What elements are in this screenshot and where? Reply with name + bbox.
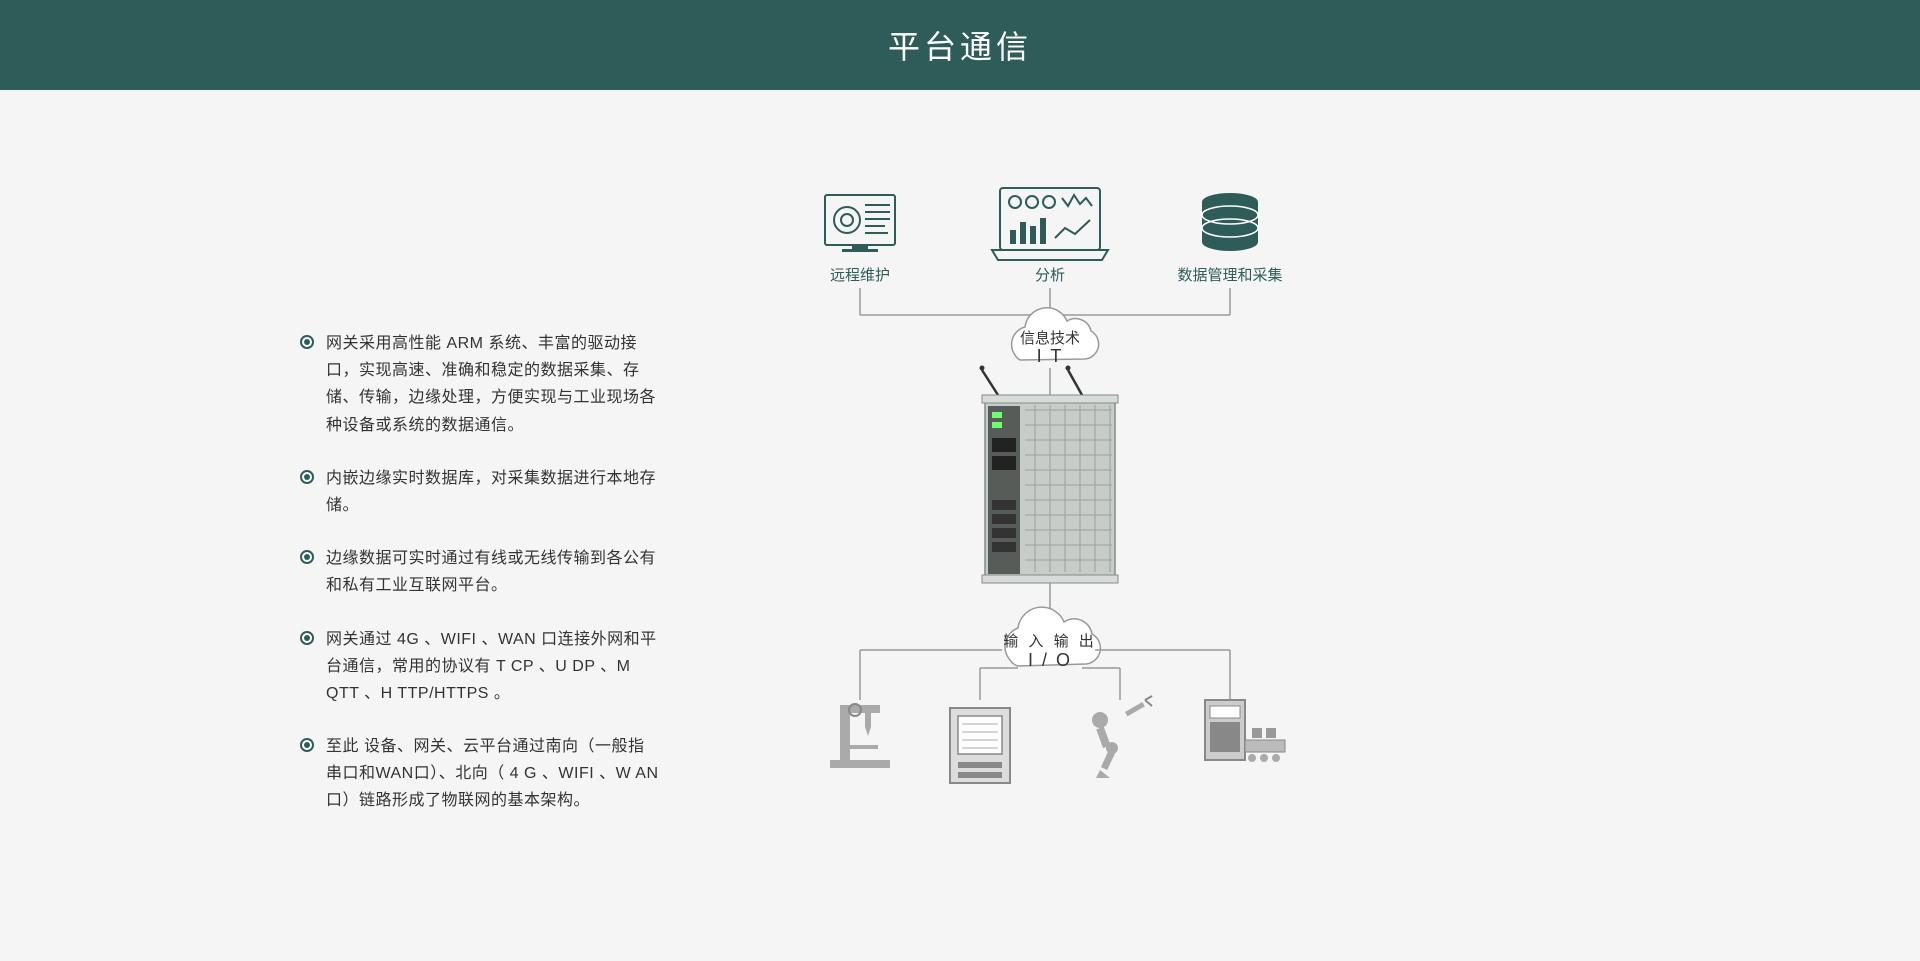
- bullet-item: 边缘数据可实时通过有线或无线传输到各公有和私有工业互联网平台。: [300, 545, 660, 599]
- remote-maintenance-label: 远程维护: [830, 267, 890, 284]
- drill-press-icon: [830, 704, 890, 768]
- bullet-item: 网关通过 4G 、WIFI 、WAN 口连接外网和平台通信，常用的协议有 T C…: [300, 626, 660, 708]
- bullet-icon: [300, 631, 314, 645]
- diagram-svg: 远程维护 分析 数: [800, 180, 1300, 880]
- remote-maintenance-icon: [825, 195, 895, 252]
- bullet-item: 网关采用高性能 ARM 系统、丰富的驱动接口，实现高速、准确和稳定的数据采集、存…: [300, 330, 660, 439]
- cloud-io-line2: I / O: [1028, 650, 1072, 670]
- cabinet-icon: [950, 708, 1010, 783]
- bullet-text: 内嵌边缘实时数据库，对采集数据进行本地存储。: [326, 465, 660, 519]
- page-title: 平台通信: [888, 29, 1032, 65]
- architecture-diagram: 远程维护 分析 数: [800, 180, 1300, 885]
- content-area: 网关采用高性能 ARM 系统、丰富的驱动接口，实现高速、准确和稳定的数据采集、存…: [0, 90, 1920, 841]
- production-machine-icon: [1205, 700, 1285, 762]
- bullet-text: 至此 设备、网关、云平台通过南向（一般指串口和WAN口）、北向（ 4 G 、WI…: [326, 733, 660, 815]
- bullet-item: 内嵌边缘实时数据库，对采集数据进行本地存储。: [300, 465, 660, 519]
- database-icon: [1202, 193, 1258, 251]
- database-label: 数据管理和采集: [1177, 267, 1282, 284]
- bullet-list: 网关采用高性能 ARM 系统、丰富的驱动接口，实现高速、准确和稳定的数据采集、存…: [0, 150, 680, 841]
- bullet-text: 边缘数据可实时通过有线或无线传输到各公有和私有工业互联网平台。: [326, 545, 660, 599]
- cloud-it-line2: I T: [1037, 346, 1064, 366]
- robot-arm-icon: [1092, 696, 1152, 778]
- analysis-icon: [992, 188, 1108, 260]
- bullet-icon: [300, 470, 314, 484]
- bullet-text: 网关采用高性能 ARM 系统、丰富的驱动接口，实现高速、准确和稳定的数据采集、存…: [326, 330, 660, 439]
- bullet-item: 至此 设备、网关、云平台通过南向（一般指串口和WAN口）、北向（ 4 G 、WI…: [300, 733, 660, 815]
- bullet-icon: [300, 335, 314, 349]
- bullet-text: 网关通过 4G 、WIFI 、WAN 口连接外网和平台通信，常用的协议有 T C…: [326, 626, 660, 708]
- analysis-label: 分析: [1035, 267, 1065, 284]
- page-header: 平台通信: [0, 0, 1920, 90]
- cloud-io-line1: 输 入 输 出: [1003, 633, 1097, 650]
- gateway-device-icon: [980, 366, 1119, 584]
- bullet-icon: [300, 738, 314, 752]
- bullet-icon: [300, 550, 314, 564]
- cloud-it-line1: 信息技术: [1020, 330, 1080, 347]
